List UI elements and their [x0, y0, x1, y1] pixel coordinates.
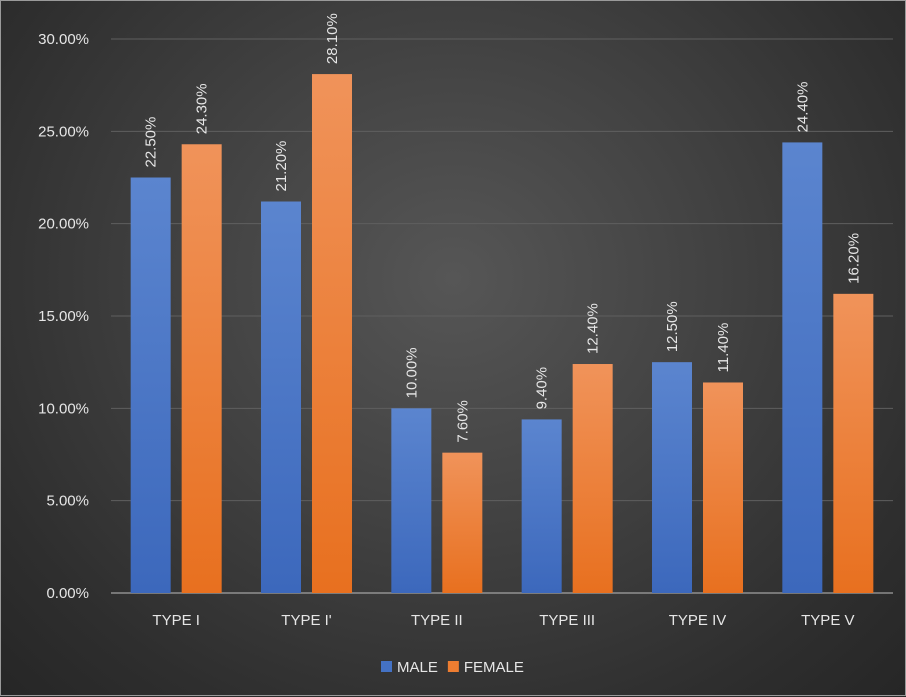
- x-axis-category-labels: TYPE I TYPE I' TYPE II TYPE III TYPE IV TYPE …: [152, 612, 854, 629]
- legend-label: FEMALE: [464, 659, 524, 676]
- data-label-female: 12.40%: [585, 303, 602, 354]
- data-label-male: 12.50%: [664, 301, 681, 352]
- bar-female-5: [833, 293, 874, 593]
- x-category-label: TYPE III: [539, 612, 595, 629]
- x-category-label: TYPE I: [152, 612, 200, 629]
- bar-male-2: [391, 408, 432, 593]
- data-label-male: 21.20%: [273, 141, 290, 192]
- data-label-male: 9.40%: [534, 367, 551, 410]
- x-category-label: TYPE V: [801, 612, 854, 629]
- y-tick-label: 25.00%: [38, 123, 89, 140]
- data-label-male: 24.40%: [794, 82, 811, 133]
- data-label-male: 22.50%: [143, 117, 160, 168]
- y-tick-label: 5.00%: [46, 493, 89, 510]
- data-label-female: 24.30%: [194, 83, 211, 134]
- bar-female-0: [181, 144, 222, 593]
- y-tick-label: 15.00%: [38, 308, 89, 325]
- bar-female-2: [442, 452, 483, 593]
- bar-male-0: [130, 177, 171, 593]
- x-category-label: TYPE II: [411, 612, 463, 629]
- x-category-label: TYPE IV: [669, 612, 727, 629]
- bars: [130, 74, 874, 594]
- legend: MALE FEMALE: [381, 659, 524, 676]
- bar-female-4: [703, 382, 743, 593]
- data-label-female: 28.10%: [324, 13, 341, 64]
- y-tick-label: 20.00%: [38, 216, 89, 233]
- bar-female-1: [312, 74, 352, 593]
- data-label-male: 10.00%: [403, 347, 420, 398]
- x-category-label: TYPE I': [281, 612, 332, 629]
- bar-male-5: [782, 142, 823, 593]
- bar-male-3: [521, 419, 562, 593]
- gridlines: [111, 38, 893, 594]
- data-label-female: 16.20%: [845, 233, 862, 284]
- legend-label: MALE: [397, 659, 438, 676]
- data-label-female: 11.40%: [715, 323, 732, 373]
- legend-swatch: [447, 661, 459, 672]
- y-tick-label: 0.00%: [46, 585, 89, 602]
- y-tick-label: 30.00%: [38, 31, 89, 48]
- legend-swatch: [381, 661, 392, 672]
- bar-male-1: [261, 201, 301, 594]
- bar-female-3: [572, 364, 613, 593]
- legend-item-female: FEMALE: [447, 659, 524, 676]
- y-tick-label: 10.00%: [38, 400, 89, 417]
- data-labels: 22.50% 24.30% 21.20% 28.10% 10.00% 7.60% 9.40%…: [143, 13, 863, 442]
- bar-male-4: [652, 362, 692, 593]
- y-axis-tick-labels: 0.00% 5.00% 10.00% 15.00% 20.00% 25.00% 30.00%: [38, 31, 89, 602]
- legend-item-male: MALE: [381, 659, 438, 676]
- data-label-female: 7.60%: [454, 400, 471, 443]
